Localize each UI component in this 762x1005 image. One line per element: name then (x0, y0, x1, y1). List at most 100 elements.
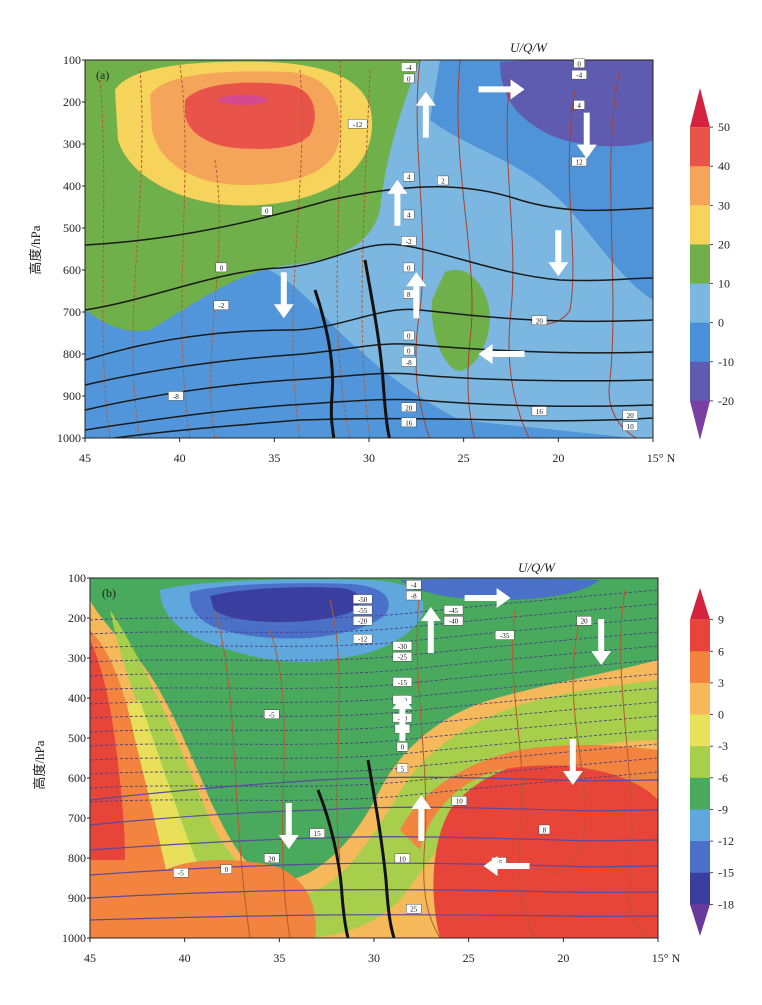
panel-a-colorbar-tick-label: 0 (718, 316, 724, 330)
panel-b-y-tick-label: 800 (68, 851, 86, 865)
panel-b-colorbar-tick-label: -9 (718, 802, 728, 816)
panel-a-uqw-annotation: U/Q/W (510, 40, 548, 55)
panel-a-colorbar-tick-label: -10 (718, 355, 734, 369)
panel-b-contour-label: -8 (406, 590, 422, 601)
panel-b-contour-label: -5 (173, 868, 189, 878)
svg-text:5: 5 (401, 765, 405, 773)
panel-a-dashed-isolines (99, 60, 371, 438)
panel-b-contour-label: 0 (396, 741, 409, 752)
panel-b-dashed-isoline (90, 715, 658, 747)
svg-text:10: 10 (627, 423, 635, 431)
panel-b-dashed-isoline (90, 589, 658, 621)
panel-b-trough-lines (316, 759, 396, 938)
panel-a-contour-label: 20 (401, 402, 417, 412)
svg-text:-45: -45 (449, 607, 459, 615)
panel-a-contour-label: 8 (403, 289, 415, 299)
svg-text:15: 15 (314, 830, 322, 838)
panel-b-field-top-right-blue (400, 578, 600, 600)
panel-a-wind-arrow-right (478, 79, 525, 100)
panel-b-dashed-isoline (90, 757, 658, 789)
panel-b-colorbar-segment (690, 872, 710, 905)
panel-b-contour-label: 20 (264, 853, 280, 863)
panel-b-wind-arrow-right (464, 588, 511, 608)
panel-a-colorbar-tick-label: 50 (718, 120, 730, 134)
panel-b-colorbar-tick-label: 9 (718, 613, 724, 627)
panel-b-field-neg18to-15 (210, 587, 360, 622)
panel-b-colorbar-tick-label: 3 (718, 676, 724, 690)
panel-a-x-tick-label: 15° N (647, 451, 676, 465)
panel-b-colorbar-tick-label: -6 (718, 771, 728, 785)
panel-b-y-ticks: 100 200 300 400 500 600 700 800 900 1000 (62, 571, 90, 945)
svg-text:20: 20 (268, 855, 276, 863)
panel-a-contour-label: 0 (403, 262, 415, 272)
panel-a-field-green-patch (431, 269, 490, 371)
panel-b-svg: -4-8-50-55-20-45-40-35-12-30-25-15-20-10… (32, 560, 734, 965)
panel-b-x-tick-label: 15° N (652, 951, 681, 965)
svg-text:-55: -55 (358, 607, 368, 615)
panel-b-dashed-isoline (90, 771, 658, 803)
panel-b-dashed-isoline (90, 603, 658, 635)
svg-text:-5: -5 (269, 711, 275, 719)
panel-a-y-tick-label: 300 (63, 137, 81, 151)
panel-a-x-tick-label: 25 (458, 451, 470, 465)
svg-text:-12: -12 (353, 121, 363, 129)
panel-a: -4 0 -12 4 0 2 4 -2 0 0 -2 8 -8 0 0 20 16 -8 16 20 10 20 12 -4 0… (0, 0, 762, 500)
panel-a-colorbar-segment (690, 400, 710, 440)
panel-a-contour-label: 0 (215, 262, 228, 272)
panel-a-contour-label: -2 (401, 236, 417, 246)
panel-b-contour-label: -30 (392, 641, 413, 651)
svg-text:20: 20 (581, 618, 589, 626)
panel-a-colorbar-segment (690, 88, 710, 128)
panel-b-contour-label: -45 (443, 605, 464, 615)
panel-a-contour-label: -4 (571, 69, 587, 80)
panel-b-colorbar-tick-label: 0 (718, 708, 724, 722)
panel-b-colorbar-segment (690, 619, 710, 652)
panel-b-colorbar-segment (690, 904, 710, 936)
panel-a-colorbar-tick-label: 30 (718, 198, 730, 212)
panel-b-wind-arrow-up (411, 795, 432, 841)
panel-b-contour-label: -50 (352, 594, 373, 604)
svg-text:0: 0 (220, 264, 224, 272)
panel-b-colorbar-tick-label: -15 (718, 866, 734, 880)
panel-a-colorbar-tick-label: -20 (718, 394, 734, 408)
panel-a-contour-label: -8 (168, 391, 184, 401)
panel-b-colorbar-tick-label: 6 (718, 644, 724, 658)
panel-a-contour-label: 0 (261, 205, 273, 216)
panel-a-wind-arrow-up (415, 91, 436, 138)
panel-b-contour-label: -5 (264, 709, 280, 719)
svg-text:-4: -4 (406, 64, 412, 72)
svg-text:-8: -8 (411, 593, 417, 601)
panel-a-colorbar-segment (690, 127, 710, 167)
panel-b-dashed-isoline (90, 645, 658, 677)
panel-a-contour-label: 4 (403, 171, 415, 182)
svg-text:16: 16 (536, 408, 544, 416)
panel-a-trough-lines (313, 259, 392, 438)
panel-b-y-tick-label: 100 (68, 571, 86, 585)
svg-text:20: 20 (405, 404, 413, 412)
svg-text:0: 0 (407, 348, 411, 356)
svg-text:25: 25 (410, 906, 418, 914)
svg-text:20: 20 (627, 412, 635, 420)
panel-b-field-3to6-bottom (150, 860, 316, 938)
panel-a-plot-area (85, 60, 653, 438)
panel-b-wind-arrows (278, 588, 612, 876)
svg-text:-12: -12 (358, 636, 368, 644)
panel-b-colorbar-segment (690, 809, 710, 842)
panel-a-colorbar-segment (690, 166, 710, 206)
panel-b-colorbar-segment (690, 682, 710, 716)
panel-b-y-tick-label: 900 (68, 891, 86, 905)
panel-b-contour-label: -25 (392, 651, 413, 662)
svg-text:8: 8 (543, 827, 547, 835)
panel-b-contour-label: 10 (394, 853, 411, 863)
svg-text:4: 4 (407, 211, 411, 219)
panel-a-contour-label: 2 (437, 175, 449, 185)
panel-b-colorbar-segment (690, 588, 710, 620)
panel-b-colorbar-segment (690, 714, 710, 747)
panel-a-contour-label: 16 (401, 417, 417, 427)
panel-b-dashed-isolines (90, 589, 658, 803)
panel-a-contour-label: 12 (571, 156, 587, 167)
panel-b-dashed-isoline (90, 729, 658, 761)
panel-a-colorbar-segment (690, 244, 710, 285)
panel-b-field-3to6-left (90, 630, 180, 938)
panel-b-field-neg9to-6 (90, 578, 658, 881)
